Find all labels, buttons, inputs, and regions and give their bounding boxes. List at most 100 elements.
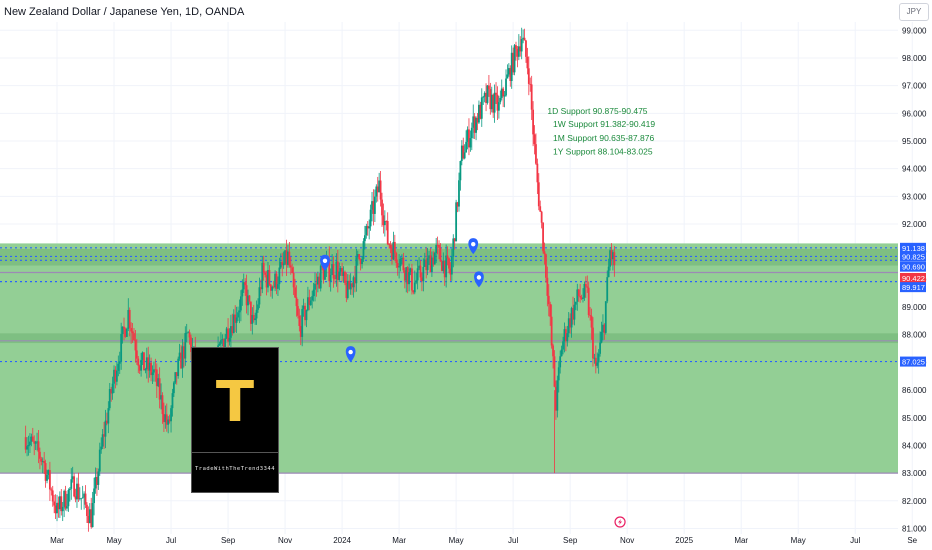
price-axis-labels: 91.13890.82590.69090.42201:26:1689.91787… (900, 242, 931, 367)
candle-body (346, 280, 349, 298)
candle-body (331, 263, 334, 275)
candle-body (76, 483, 78, 500)
candle-body (338, 271, 341, 280)
price-tick-label: 86.000 (902, 386, 927, 395)
event-marker-pin[interactable] (474, 271, 484, 288)
candle-body (526, 56, 529, 69)
candle-body (104, 420, 107, 437)
candle-body (530, 84, 533, 110)
candle-body (442, 260, 445, 271)
candle-body (222, 339, 225, 347)
candle-body (235, 317, 238, 323)
candle-body (490, 94, 493, 110)
event-marker-pin[interactable] (468, 238, 479, 255)
candle-body (583, 283, 586, 298)
price-tick-label: 95.000 (902, 137, 927, 146)
candle-body (593, 357, 596, 359)
candle-body (268, 270, 271, 285)
candle-body (409, 268, 412, 273)
candle-body (609, 250, 611, 267)
candle-body (344, 271, 346, 283)
candle-body (612, 252, 614, 260)
candle-body (389, 245, 392, 249)
candle-body (86, 504, 88, 516)
candle-body (277, 284, 279, 289)
candle-body (385, 220, 388, 222)
candle-body (44, 463, 47, 481)
time-tick-label: Jul (508, 536, 518, 545)
candle-body (496, 94, 499, 111)
candle-body (547, 295, 550, 305)
candle-body (448, 258, 450, 269)
candle-body (150, 362, 152, 376)
candle-body (452, 238, 455, 257)
candle-body (267, 270, 269, 288)
candle-body (589, 315, 592, 316)
candle-body (26, 446, 28, 450)
candle-body (145, 357, 148, 369)
time-tick-label: Jul (166, 536, 176, 545)
candle-body (559, 356, 562, 368)
candle-body (492, 94, 495, 113)
candle-body (57, 502, 60, 510)
candle-body (74, 496, 77, 500)
price-tick-label: 98.000 (902, 54, 927, 63)
candle-body (428, 255, 430, 259)
time-tick-label: Sep (221, 536, 236, 545)
time-tick-label: Se (907, 536, 917, 545)
candle-body (227, 328, 229, 342)
candle-body (371, 201, 373, 210)
candle-body (254, 318, 257, 321)
candle-body (405, 267, 408, 281)
event-marker-pin[interactable] (320, 254, 330, 271)
candle-body (182, 346, 185, 359)
candle-body (579, 296, 582, 298)
candle-body (355, 257, 358, 284)
candle-body (221, 339, 224, 341)
candle-body (272, 286, 275, 288)
candle-body (546, 277, 549, 296)
candle-body (262, 262, 265, 273)
event-marker-pin[interactable] (345, 346, 356, 363)
candle-body (606, 277, 609, 302)
candle-body (93, 488, 95, 504)
candle-body (512, 52, 515, 73)
candle-body (416, 268, 419, 281)
candle-body (48, 470, 51, 490)
brand-logo: T TradeWithTheTrend3344 (191, 347, 279, 493)
candle-body (322, 266, 325, 280)
event-markers[interactable] (320, 238, 484, 363)
candle-body (299, 325, 302, 337)
candle-body (167, 419, 170, 425)
candle-body (324, 267, 326, 280)
candle-body (519, 46, 522, 52)
time-axis[interactable]: Mar May Jul Sep Nov 2024 Mar May Jul Sep Nov 2025 Ma… (50, 536, 918, 545)
candle-body (114, 369, 117, 382)
time-tick-label: May (791, 536, 806, 545)
price-label-bg (900, 356, 926, 367)
candle-body (275, 273, 278, 289)
candle-body (180, 352, 182, 369)
candle-body (426, 258, 429, 271)
candle-body (553, 356, 556, 387)
candle-body (231, 326, 234, 334)
price-label: 89.917 (902, 283, 925, 292)
currency-selector[interactable]: JPY (899, 3, 929, 21)
candle-body (165, 414, 168, 425)
candle-body (587, 287, 590, 316)
candle-body (318, 276, 321, 289)
candle-body (510, 52, 513, 81)
candle-body (115, 370, 118, 382)
candle-body (249, 301, 252, 324)
candle-body (582, 297, 584, 299)
candle-body (476, 117, 479, 123)
candle-body (190, 337, 192, 353)
candle-body (412, 290, 415, 293)
price-label-bg (900, 273, 926, 283)
candle-body (502, 88, 505, 97)
candle-body (123, 326, 125, 330)
time-tick-label: May (106, 536, 121, 545)
candle-body (573, 304, 576, 320)
candle-body (438, 245, 440, 248)
